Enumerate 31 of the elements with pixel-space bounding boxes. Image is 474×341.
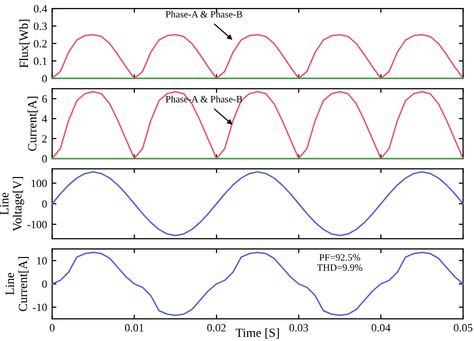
y-tick-label: 0.1 bbox=[34, 57, 47, 65]
y-tick-label: 0.3 bbox=[34, 22, 47, 30]
y-tick-label: 100 bbox=[32, 180, 47, 188]
line-series bbox=[51, 252, 464, 316]
line-series bbox=[51, 90, 464, 160]
y-tick-label: 0 bbox=[42, 200, 47, 208]
y-axis-title: Line Current[A] bbox=[6, 257, 29, 312]
y-tick-label: -100 bbox=[27, 220, 47, 228]
y-axis-title: Current[A] bbox=[28, 96, 38, 151]
x-tick-label: 0.04 bbox=[372, 324, 390, 332]
x-tick-label: 0.03 bbox=[289, 324, 308, 332]
x-tick-label: 0.05 bbox=[454, 324, 472, 332]
y-tick-label: 2 bbox=[42, 135, 47, 142]
x-tick-label: 0 bbox=[50, 324, 54, 332]
y-axis-title: Line Voltage[V] bbox=[0, 177, 24, 232]
line-series bbox=[51, 171, 464, 236]
y-tick-label: 6 bbox=[42, 95, 47, 103]
annotation: Phase-A & Phase-B bbox=[166, 10, 242, 18]
y-tick-label: 4 bbox=[42, 115, 48, 122]
y-tick-label: 0.4 bbox=[34, 4, 48, 13]
x-tick-label: 0.01 bbox=[125, 324, 144, 332]
annotation: PF=92.5% THD=9.9% bbox=[317, 254, 362, 271]
y-tick-label: 0 bbox=[42, 155, 47, 163]
y-tick-label: 0 bbox=[42, 74, 47, 82]
y-axis-title: Flux[Wb] bbox=[19, 20, 30, 68]
y-tick-label: 0 bbox=[42, 280, 47, 288]
x-axis-title: Time [S] bbox=[236, 328, 279, 339]
y-tick-label: -10 bbox=[32, 304, 47, 312]
y-tick-label: 0.2 bbox=[34, 40, 47, 48]
y-tick-label: 10 bbox=[37, 257, 47, 265]
x-tick-label: 0.02 bbox=[207, 324, 226, 332]
